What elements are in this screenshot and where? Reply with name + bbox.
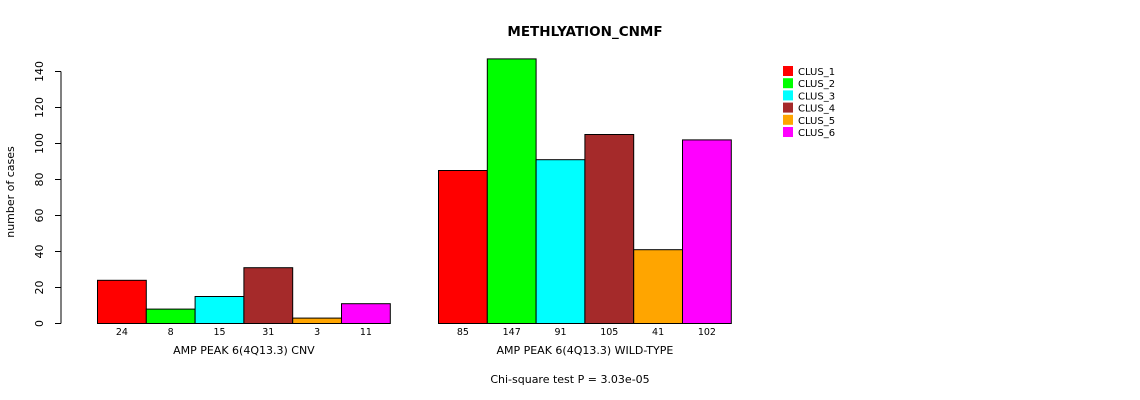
bar-value-label: 41 bbox=[652, 327, 664, 338]
bar bbox=[633, 249, 684, 324]
legend-swatch bbox=[783, 78, 793, 89]
legend-swatch bbox=[783, 102, 793, 113]
legend-label: CLUS_5 bbox=[798, 116, 835, 127]
bar-value-label: 11 bbox=[360, 327, 372, 338]
y-axis-label: number of cases bbox=[4, 146, 17, 238]
legend-item: CLUS_6 bbox=[783, 127, 835, 139]
group-labels: AMP PEAK 6(4Q13.3) CNV AMP PEAK 6(4Q13.3)… bbox=[173, 344, 673, 357]
legend-swatch bbox=[783, 66, 793, 76]
chi-square-footnote: Chi-square test P = 3.03e-05 bbox=[490, 373, 649, 386]
bar bbox=[584, 134, 635, 324]
bar bbox=[292, 317, 343, 325]
bar bbox=[682, 139, 732, 324]
bar bbox=[145, 308, 196, 325]
bar-value-label: 105 bbox=[600, 327, 618, 338]
legend-label: CLUS_3 bbox=[798, 91, 835, 102]
y-tick-label: 60 bbox=[33, 209, 46, 223]
y-axis: 0 20 40 60 80 100 120 140 bbox=[33, 61, 62, 327]
bar bbox=[97, 279, 147, 324]
bar-value-label: 24 bbox=[116, 327, 128, 338]
bar bbox=[486, 58, 537, 325]
bar-value-label: 31 bbox=[262, 327, 274, 338]
bar-value-label: 15 bbox=[213, 327, 225, 338]
bar bbox=[438, 170, 488, 324]
legend-swatch bbox=[783, 114, 793, 125]
bar-value-label: 91 bbox=[554, 327, 566, 338]
value-labels: 24 8 15 31 3 11 85 147 91 105 41 102 bbox=[116, 327, 716, 338]
legend-label: CLUS_1 bbox=[798, 67, 835, 78]
legend-item: CLUS_3 bbox=[783, 90, 835, 102]
y-tick-label: 100 bbox=[33, 133, 46, 154]
legend-swatch bbox=[783, 90, 793, 101]
bar bbox=[341, 303, 391, 325]
y-tick-label: 120 bbox=[33, 97, 46, 118]
legend-label: CLUS_2 bbox=[798, 79, 835, 90]
y-tick-label: 40 bbox=[33, 245, 46, 259]
bar bbox=[535, 159, 586, 324]
legend-item: CLUS_4 bbox=[783, 102, 835, 115]
bar-value-label: 102 bbox=[698, 327, 716, 338]
chart-title: METHLYATION_CNMF bbox=[507, 24, 662, 40]
legend-item: CLUS_5 bbox=[783, 114, 835, 127]
y-tick-label: 80 bbox=[33, 173, 46, 187]
group-label: AMP PEAK 6(4Q13.3) CNV bbox=[173, 344, 315, 357]
group-label: AMP PEAK 6(4Q13.3) WILD-TYPE bbox=[496, 344, 673, 357]
bar bbox=[243, 267, 294, 325]
legend-swatch bbox=[783, 127, 793, 137]
bar-value-label: 3 bbox=[314, 327, 320, 338]
bars bbox=[97, 58, 732, 325]
legend-label: CLUS_6 bbox=[798, 128, 835, 139]
bar-value-label: 147 bbox=[503, 327, 521, 338]
legend-item: CLUS_2 bbox=[783, 78, 835, 90]
y-tick-label: 20 bbox=[33, 281, 46, 295]
bar-value-label: 8 bbox=[168, 327, 174, 338]
bar bbox=[194, 296, 245, 324]
y-tick-label: 140 bbox=[33, 61, 46, 82]
y-tick-label: 0 bbox=[33, 320, 46, 327]
legend-item: CLUS_1 bbox=[783, 66, 835, 78]
legend-label: CLUS_4 bbox=[798, 104, 835, 115]
bar-value-label: 85 bbox=[457, 327, 469, 338]
